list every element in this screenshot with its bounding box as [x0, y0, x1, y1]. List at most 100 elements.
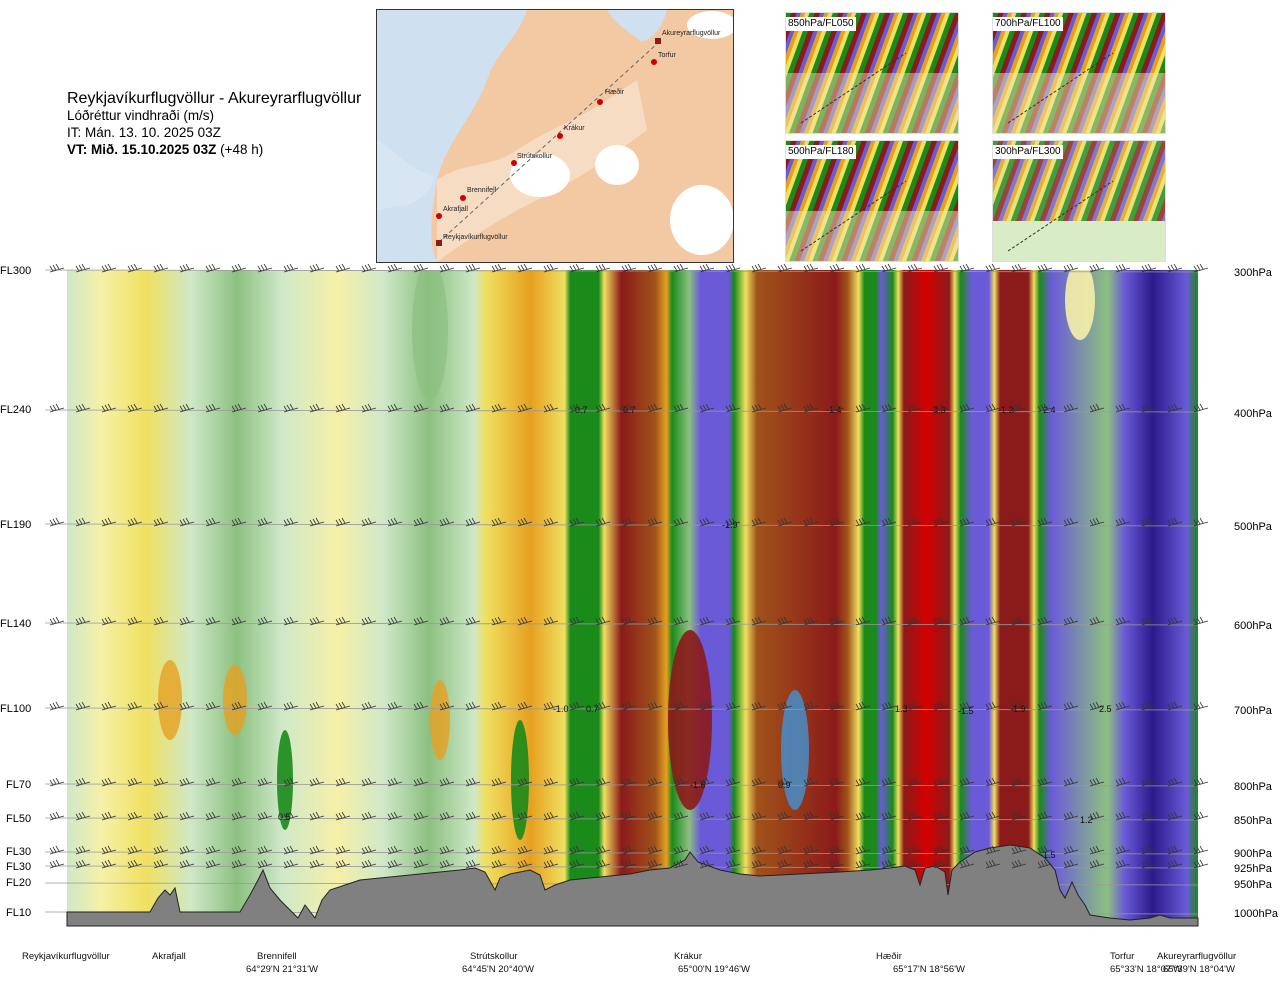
wind-barb — [517, 859, 533, 869]
svg-text:-1.9: -1.9 — [1010, 704, 1026, 714]
wind-barb — [803, 811, 819, 821]
svg-text:FL50: FL50 — [6, 813, 31, 825]
wind-barb — [283, 811, 299, 821]
thumbnail-850hpa[interactable]: 850hPa/FL050 — [785, 12, 959, 134]
wind-barb — [465, 701, 481, 711]
wind-barb — [309, 859, 325, 869]
wind-barb — [387, 403, 403, 413]
wind-barb — [1037, 811, 1053, 821]
wind-barb — [205, 701, 221, 711]
wind-barb — [465, 616, 481, 626]
wind-barb — [75, 517, 91, 527]
wind-barb — [231, 811, 247, 821]
wind-barb — [725, 263, 741, 273]
wind-barb — [309, 517, 325, 527]
wind-barb — [1011, 701, 1027, 711]
wind-barb — [907, 859, 923, 869]
wind-barb — [309, 403, 325, 413]
station-coord: 65°39'N 18°04'W — [1163, 964, 1235, 975]
station-label: Torfur — [1110, 951, 1134, 962]
thumbnail-label: 300hPa/FL300 — [993, 145, 1063, 159]
wind-barb — [179, 517, 195, 527]
wind-barb — [673, 517, 689, 527]
wind-barb — [491, 403, 507, 413]
wind-barb — [751, 845, 767, 855]
wind-barb — [179, 616, 195, 626]
station-coord: 65°17'N 18°56'W — [893, 964, 965, 975]
thumbnail-300hpa[interactable]: 300hPa/FL300 — [992, 140, 1166, 262]
wind-barb — [803, 701, 819, 711]
wind-barb — [309, 263, 325, 273]
wind-barb — [855, 811, 871, 821]
wind-barb — [1063, 811, 1079, 821]
wind-barb — [413, 777, 429, 787]
wind-barb — [777, 616, 793, 626]
wind-barb — [101, 517, 117, 527]
wind-barb — [1037, 517, 1053, 527]
wind-barb — [1089, 517, 1105, 527]
wind-barb — [647, 777, 663, 787]
wind-barb — [101, 777, 117, 787]
wind-barb — [1141, 517, 1157, 527]
svg-text:800hPa: 800hPa — [1234, 781, 1273, 793]
wind-barb — [1167, 616, 1183, 626]
wind-barb — [1089, 616, 1105, 626]
wind-barb — [881, 845, 897, 855]
wind-barb — [543, 845, 559, 855]
map-label-reykjavik: Reykjavíkurflugvöllur — [443, 234, 508, 241]
wind-barb — [1193, 403, 1209, 413]
wind-barb — [517, 403, 533, 413]
wind-barb — [699, 859, 715, 869]
svg-text:FL240: FL240 — [0, 404, 31, 416]
wind-barb — [491, 517, 507, 527]
wind-barb — [751, 811, 767, 821]
map-label-krakur: Krákur — [564, 125, 585, 132]
wind-barb — [153, 701, 169, 711]
wind-barb — [751, 517, 767, 527]
wind-barb — [231, 403, 247, 413]
wind-barb — [829, 777, 845, 787]
wind-barb — [725, 859, 741, 869]
wind-barb — [153, 263, 169, 273]
wind-barb — [491, 859, 507, 869]
wind-barb — [1011, 403, 1027, 413]
wind-barb — [283, 403, 299, 413]
wind-barb — [777, 701, 793, 711]
thumbnail-700hpa[interactable]: 700hPa/FL100 — [992, 12, 1166, 134]
wind-barb — [543, 403, 559, 413]
wind-barb — [101, 811, 117, 821]
svg-text:-1.5: -1.5 — [958, 706, 974, 716]
wind-barb — [387, 811, 403, 821]
wind-barb — [803, 263, 819, 273]
wind-barb — [361, 403, 377, 413]
route-map[interactable]: Akureyrarflugvöllur Torfur Hæðir Krákur … — [376, 9, 734, 263]
wind-barb — [1167, 517, 1183, 527]
wind-barb — [439, 701, 455, 711]
wind-barb — [959, 616, 975, 626]
wind-barb — [49, 403, 65, 413]
map-label-brennifell: Brennifell — [467, 187, 497, 194]
wind-barb — [49, 859, 65, 869]
wind-barb — [673, 616, 689, 626]
wind-barb — [855, 517, 871, 527]
thumbnail-500hpa[interactable]: 500hPa/FL180 — [785, 140, 959, 262]
wind-barbs — [49, 263, 1209, 869]
wind-barb — [153, 859, 169, 869]
wind-barb — [439, 811, 455, 821]
wind-barb — [595, 845, 611, 855]
wind-barb — [179, 811, 195, 821]
wind-barb — [75, 845, 91, 855]
wind-barb — [127, 403, 143, 413]
wind-barb — [413, 263, 429, 273]
wind-barb — [621, 777, 637, 787]
wind-barb — [1115, 403, 1131, 413]
wind-barb — [829, 701, 845, 711]
wind-barb — [751, 701, 767, 711]
wind-barb — [673, 263, 689, 273]
wind-barb — [1037, 403, 1053, 413]
wind-barb — [517, 701, 533, 711]
wind-barb — [1037, 859, 1053, 869]
wind-barb — [621, 263, 637, 273]
wind-barb — [413, 859, 429, 869]
wind-barb — [387, 517, 403, 527]
